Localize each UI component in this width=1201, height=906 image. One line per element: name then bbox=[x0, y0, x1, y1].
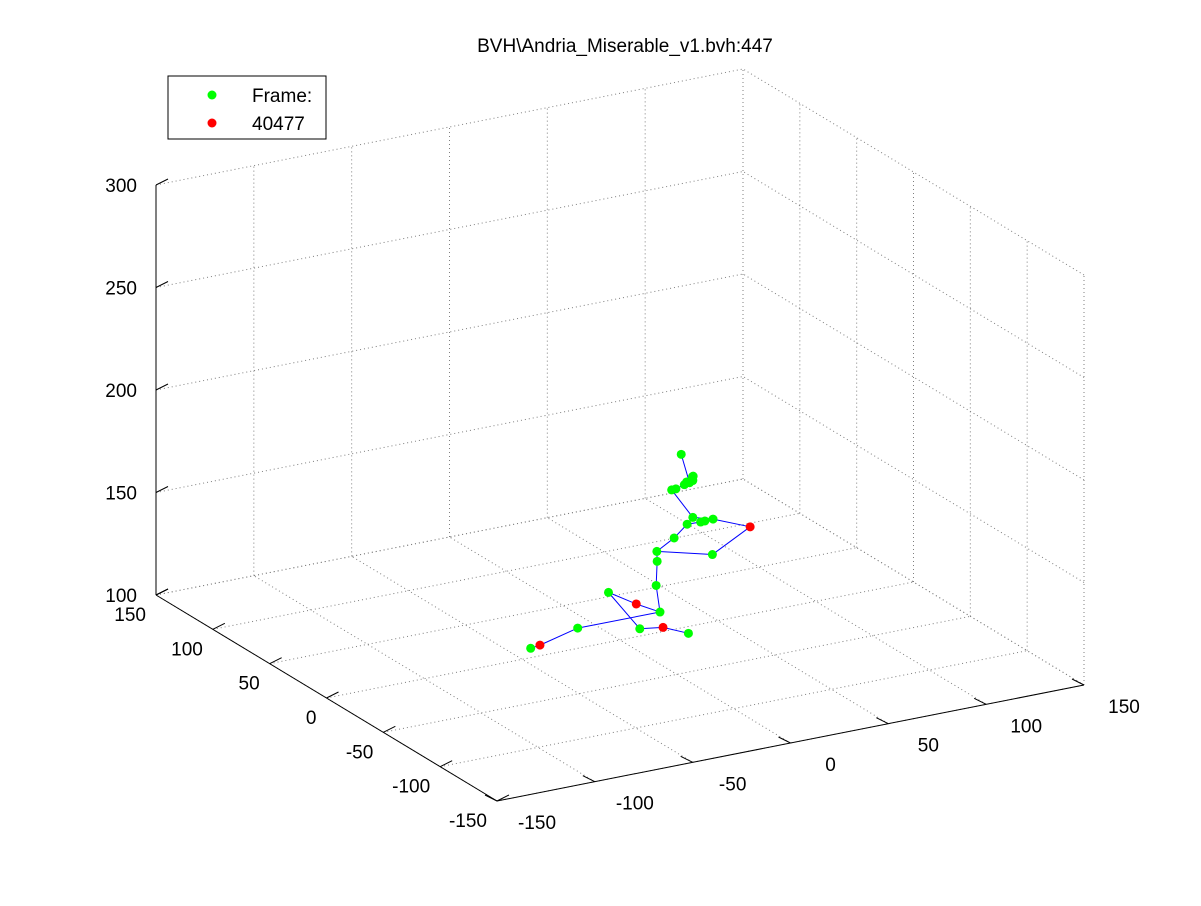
z-tick-label-0: 100 bbox=[105, 586, 137, 607]
z-tick-label-3: 250 bbox=[105, 279, 137, 300]
y-tick-label-4: 50 bbox=[239, 674, 260, 695]
joint-point-p6 bbox=[680, 480, 689, 489]
end-effector-point-p21 bbox=[632, 599, 641, 608]
y-tick-label-2: -50 bbox=[346, 742, 373, 763]
y-tick-label-0: -150 bbox=[449, 811, 487, 832]
joint-point-p8 bbox=[667, 485, 676, 494]
legend-label-number: 40477 bbox=[252, 114, 305, 135]
chart-title: BVH\Andria_Miserable_v1.bvh:447 bbox=[477, 36, 773, 57]
end-effector-point-p13 bbox=[746, 522, 755, 531]
joint-point-p23 bbox=[635, 624, 644, 633]
x-tick-label-4: 50 bbox=[918, 736, 939, 757]
y-tick-label-6: 150 bbox=[114, 605, 146, 626]
joint-point-p19 bbox=[652, 581, 661, 590]
legend-label-frame: Frame: bbox=[252, 86, 312, 107]
joint-point-p26 bbox=[684, 629, 693, 638]
z-tick-label-4: 300 bbox=[105, 176, 137, 197]
x-tick-label-2: -50 bbox=[719, 774, 746, 795]
z-tick-label-1: 150 bbox=[105, 484, 137, 505]
joint-point-p16 bbox=[708, 550, 717, 559]
end-effector-point-p27 bbox=[535, 641, 544, 650]
legend-marker-number bbox=[208, 119, 217, 128]
x-tick-label-3: 0 bbox=[825, 755, 836, 776]
joint-point-p5 bbox=[688, 472, 697, 481]
x-tick-label-0: -150 bbox=[518, 813, 556, 834]
legend-marker-frame bbox=[208, 91, 217, 100]
joint-point-p18 bbox=[653, 557, 662, 566]
joint-point-p14 bbox=[683, 520, 692, 529]
legend: Frame: 40477 bbox=[168, 76, 326, 139]
x-tick-label-5: 100 bbox=[1010, 716, 1042, 737]
x-tick-label-6: 150 bbox=[1108, 697, 1140, 718]
y-tick-label-1: -100 bbox=[392, 777, 430, 798]
joint-point-p28 bbox=[526, 644, 535, 653]
joint-point-p20 bbox=[656, 608, 665, 617]
joint-point-p22 bbox=[604, 588, 613, 597]
joint-point-p15 bbox=[670, 533, 679, 542]
joint-point-p12 bbox=[696, 518, 705, 527]
joint-point-p10 bbox=[709, 515, 718, 524]
y-tick-label-5: 100 bbox=[171, 639, 203, 660]
y-tick-label-3: 0 bbox=[306, 708, 317, 729]
joint-point-p0 bbox=[677, 450, 686, 459]
joint-point-p24 bbox=[573, 624, 582, 633]
joint-point-p17 bbox=[652, 547, 661, 556]
z-tick-label-2: 200 bbox=[105, 381, 137, 402]
end-effector-point-p25 bbox=[659, 623, 668, 632]
x-tick-label-1: -100 bbox=[616, 794, 654, 815]
